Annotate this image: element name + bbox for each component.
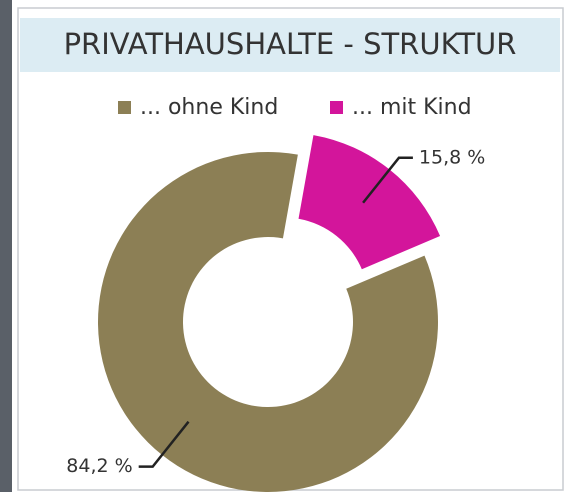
- leader-line: [138, 420, 190, 468]
- header: [20, 18, 560, 72]
- data-label: 15,8 %: [419, 146, 485, 168]
- side-strip: [0, 0, 12, 492]
- data-label: 84,2 %: [66, 455, 132, 477]
- legend-label: ... ohne Kind: [140, 95, 278, 120]
- leader-line: [362, 156, 413, 204]
- legend-swatch: [330, 101, 343, 114]
- legend-swatch: [118, 101, 131, 114]
- legend-label: ... mit Kind: [352, 95, 472, 120]
- chart-title: PRIVATHAUSHALTE - STRUKTUR: [64, 27, 517, 61]
- pie-slice: [98, 151, 438, 492]
- pie-slice: [298, 135, 441, 270]
